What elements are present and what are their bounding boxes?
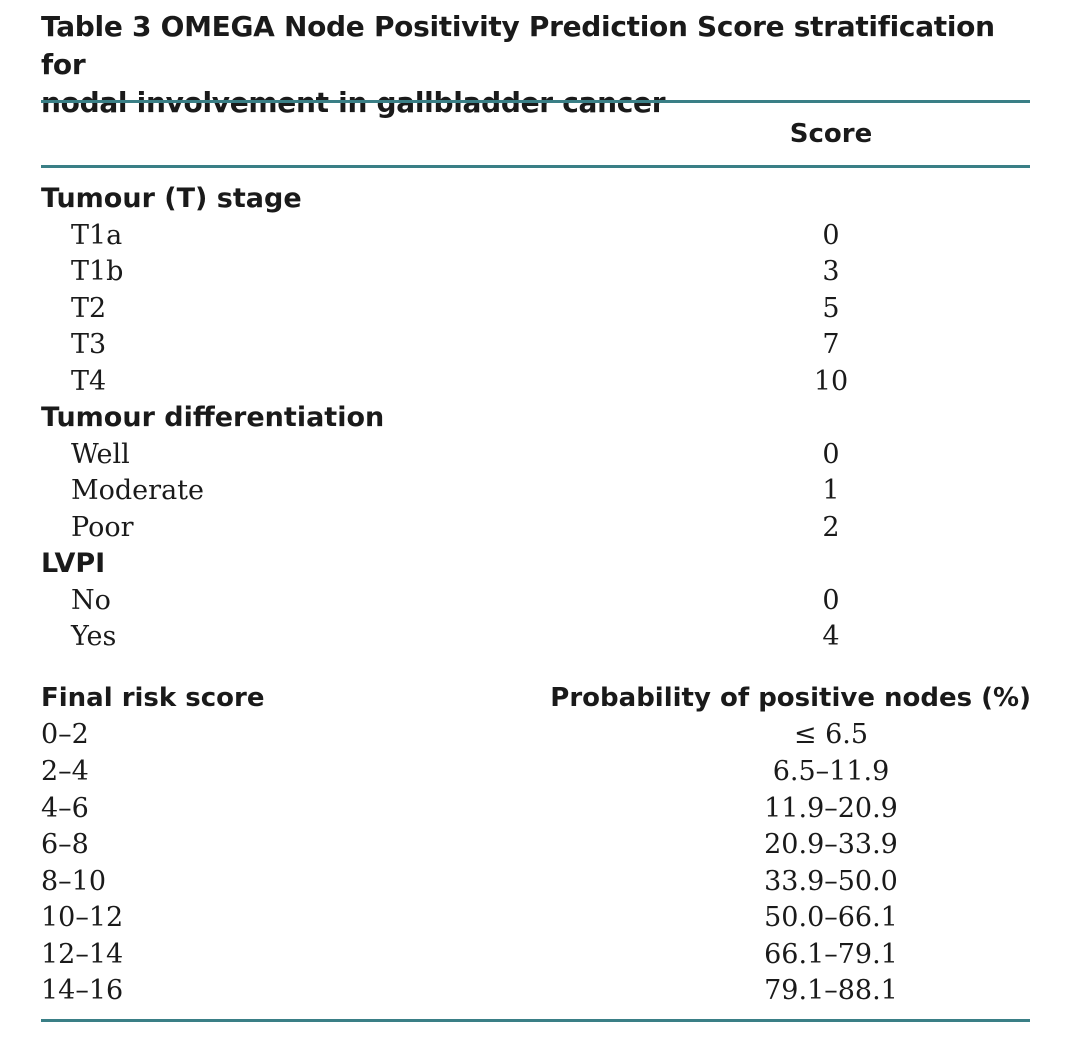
risk-row: 4–6 11.9–20.9 — [41, 790, 1030, 827]
risk-row: 6–8 20.9–33.9 — [41, 826, 1030, 863]
section-label: LVPI — [41, 548, 106, 579]
risk-row: 8–10 33.9–50.0 — [41, 863, 1030, 900]
risk-row: 14–16 79.1–88.1 — [41, 972, 1030, 1009]
section-label: Tumour (T) stage — [41, 183, 302, 214]
risk-score: 10–12 — [41, 902, 124, 933]
risk-header-row: Final risk score Probability of positive… — [41, 680, 1031, 717]
risk-score: 2–4 — [41, 756, 89, 787]
table-row: Poor 2 — [41, 509, 1030, 546]
row-score: 5 — [822, 293, 840, 324]
row-score: 0 — [822, 439, 840, 470]
table-row: T3 7 — [41, 326, 1030, 363]
risk-probability: ≤ 6.5 — [793, 719, 869, 750]
bottom-rule — [41, 1019, 1030, 1022]
row-score: 7 — [822, 329, 840, 360]
row-score: 10 — [813, 366, 849, 397]
row-score: 0 — [822, 220, 840, 251]
risk-row: 0–2 ≤ 6.5 — [41, 716, 1030, 753]
row-score: 1 — [822, 475, 840, 506]
risk-row: 12–14 66.1–79.1 — [41, 936, 1030, 973]
row-label: T3 — [71, 329, 107, 360]
risk-probability: 66.1–79.1 — [764, 939, 898, 970]
header-rule — [41, 165, 1030, 168]
table-row: T1b 3 — [41, 253, 1030, 290]
row-label: T1a — [71, 220, 123, 251]
risk-score: 12–14 — [41, 939, 124, 970]
probability-header: Probability of positive nodes (%) — [550, 683, 1031, 713]
risk-row: 10–12 50.0–66.1 — [41, 899, 1030, 936]
row-label: Well — [71, 439, 130, 470]
row-label: Yes — [71, 621, 117, 652]
risk-probability: 79.1–88.1 — [764, 975, 898, 1006]
risk-score: 8–10 — [41, 866, 107, 897]
row-score: 2 — [822, 512, 840, 543]
score-column-header: Score — [789, 119, 873, 149]
table-row: T1a 0 — [41, 217, 1030, 254]
top-rule — [41, 100, 1030, 103]
table-row: Well 0 — [41, 436, 1030, 473]
table-row: Moderate 1 — [41, 472, 1030, 509]
table-row: T2 5 — [41, 290, 1030, 327]
row-label: No — [71, 585, 111, 616]
risk-row: 2–4 6.5–11.9 — [41, 753, 1030, 790]
table-title: Table 3 OMEGA Node Positivity Prediction… — [41, 8, 1041, 122]
column-header-row: Score — [41, 116, 1030, 153]
row-label: T1b — [71, 256, 124, 287]
risk-probability: 33.9–50.0 — [764, 866, 898, 897]
risk-probability: 6.5–11.9 — [772, 756, 890, 787]
table-row: Yes 4 — [41, 618, 1030, 655]
risk-score: 0–2 — [41, 719, 89, 750]
row-label: T2 — [71, 293, 107, 324]
table-row: No 0 — [41, 582, 1030, 619]
row-score: 4 — [822, 621, 840, 652]
risk-probability: 20.9–33.9 — [764, 829, 898, 860]
table-title-line-1: Table 3 OMEGA Node Positivity Prediction… — [41, 10, 995, 81]
section-heading-lvpi: LVPI — [41, 545, 1030, 582]
risk-score-header: Final risk score — [41, 683, 265, 713]
section-heading-t-stage: Tumour (T) stage — [41, 180, 1030, 217]
row-label: Poor — [71, 512, 134, 543]
risk-probability: 11.9–20.9 — [764, 793, 898, 824]
row-score: 0 — [822, 585, 840, 616]
risk-score: 14–16 — [41, 975, 124, 1006]
table-row: T4 10 — [41, 363, 1030, 400]
section-label: Tumour differentiation — [41, 402, 385, 433]
risk-score: 4–6 — [41, 793, 89, 824]
row-label: Moderate — [71, 475, 204, 506]
row-score: 3 — [822, 256, 840, 287]
risk-score: 6–8 — [41, 829, 89, 860]
risk-probability: 50.0–66.1 — [764, 902, 898, 933]
row-label: T4 — [71, 366, 107, 397]
section-heading-differentiation: Tumour differentiation — [41, 399, 1030, 436]
